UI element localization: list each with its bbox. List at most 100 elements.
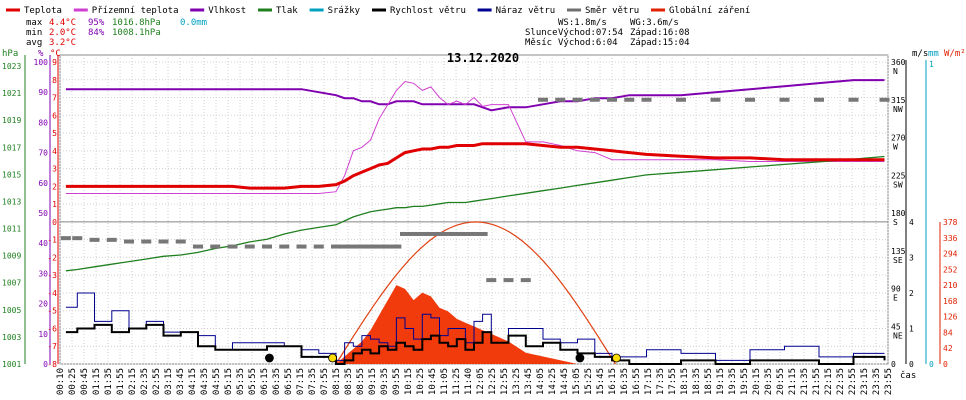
moonset-time: Západ:15:04 — [630, 38, 690, 48]
wind-direction-mark — [158, 239, 169, 244]
x-tick-label: 14:25 — [548, 368, 558, 395]
wind-direction-mark — [391, 244, 402, 249]
x-tick-label: 13:45 — [524, 368, 534, 395]
hpa-axis-title: hPa — [2, 49, 18, 59]
dir-tick-compass: SW — [893, 180, 903, 189]
hpa-tick-label: 1011 — [2, 225, 21, 234]
wind-direction-mark — [503, 278, 514, 283]
wind-direction-mark — [451, 231, 462, 236]
pct-tick-label: 50 — [38, 209, 48, 218]
x-tick-label: 21:35 — [800, 368, 810, 395]
wind-direction-mark — [89, 237, 100, 242]
mm-tick-label: 1 — [929, 60, 934, 69]
wm-tick-label: 42 — [943, 344, 953, 353]
wind-direction-mark — [279, 244, 290, 249]
dir-tick-label: 180 — [891, 209, 906, 218]
temp-tick-label: -1 — [47, 236, 57, 245]
dir-tick-label: 225 — [891, 171, 906, 180]
dir-tick-compass: S — [893, 218, 898, 227]
time-axis-title: čas — [900, 370, 916, 381]
wind-direction-mark — [555, 97, 566, 102]
x-tick-label: 16:55 — [632, 368, 642, 395]
x-tick-label: 10:45 — [428, 368, 438, 395]
x-tick-label: 09:55 — [392, 368, 402, 395]
x-tick-label: 03:45 — [176, 368, 186, 395]
dir-tick-compass: W — [893, 143, 898, 152]
dir-tick-label: 90 — [891, 285, 901, 294]
x-tick-label: 06:35 — [272, 368, 282, 395]
wind-direction-mark — [124, 239, 134, 244]
pct-tick-label: 70 — [38, 149, 48, 158]
wind-direction-mark — [607, 97, 617, 102]
x-tick-label: 05:15 — [224, 368, 234, 395]
x-tick-label: 19:35 — [728, 368, 738, 395]
x-tick-label: 13:25 — [512, 368, 522, 395]
temp-tick-label: 9 — [52, 58, 57, 67]
pressure-line — [65, 155, 885, 272]
dir-tick-label: 270 — [891, 134, 906, 143]
dir-tick-label: 360 — [891, 58, 906, 67]
wind-direction-mark — [460, 231, 471, 236]
pct-tick-label: 30 — [38, 269, 48, 278]
x-tick-label: 12:55 — [500, 368, 510, 395]
wind-direction-mark — [486, 278, 497, 283]
temp-tick-label: -5 — [47, 307, 57, 316]
hpa-tick-label: 1007 — [2, 279, 21, 288]
temp-tick-label: -3 — [47, 271, 57, 280]
temp-tick-label: 5 — [52, 129, 57, 138]
wind-direction-mark — [106, 237, 117, 242]
plot-frame — [59, 54, 889, 365]
x-tick-label: 12:25 — [488, 368, 498, 395]
x-tick-label: 17:15 — [644, 368, 654, 395]
temp-tick-label: 2 — [52, 182, 57, 191]
ground-temperature-line — [65, 80, 885, 194]
ms-axis-title: m/s — [912, 49, 928, 59]
wind-direction-mark — [520, 278, 531, 283]
temp-tick-label: -7 — [47, 342, 57, 351]
stats-rain: 0.0mm — [180, 18, 207, 28]
pct-axis-title: % — [38, 49, 44, 59]
temperature-line — [65, 142, 885, 190]
x-tick-label: 03:15 — [164, 368, 174, 395]
x-tick-label: 08:55 — [356, 368, 366, 395]
legend-label: Náraz větru — [496, 6, 556, 16]
x-tick-label: 18:35 — [692, 368, 702, 395]
header: Teplota Přízemní teplota Vlhkost Tlak Srážky… — [6, 6, 750, 65]
x-tick-label: 01:55 — [116, 368, 126, 395]
wind-direction-mark — [676, 97, 686, 102]
wm-tick-label: 84 — [943, 328, 953, 337]
radiation-area — [65, 285, 885, 364]
x-tick-label: 11:05 — [440, 368, 450, 395]
wind-direction-mark — [745, 97, 755, 102]
ms-tick-label: 3 — [909, 254, 914, 263]
temp-tick-label: 0 — [52, 218, 57, 227]
x-tick-label: 06:15 — [260, 368, 270, 395]
legend-label: Přízemní teplota — [92, 6, 179, 16]
mm-tick-label: 0 — [929, 360, 934, 369]
wind-direction-mark — [244, 244, 255, 249]
ms-tick-label: 4 — [909, 218, 914, 227]
wind-direction-mark — [477, 231, 488, 236]
dir-tick-compass: NW — [893, 105, 903, 114]
wind-direction-mark — [879, 97, 890, 102]
x-tick-label: 02:15 — [128, 368, 138, 395]
wm-tick-label: 252 — [943, 265, 958, 274]
wind-direction-mark — [365, 244, 376, 249]
stats-humidity: 95% — [88, 18, 105, 28]
wm-tick-label: 294 — [943, 250, 958, 259]
stats-row-label: min — [26, 28, 42, 38]
x-tick-label: 22:35 — [836, 368, 846, 395]
wm-tick-label: 126 — [943, 313, 958, 322]
x-tick-label: 10:25 — [416, 368, 426, 395]
x-tick-label: 01:15 — [92, 368, 102, 395]
x-tick-label: 11:25 — [452, 368, 462, 395]
dir-tick-label: 0 — [891, 360, 896, 369]
temp-tick-label: -4 — [47, 289, 57, 298]
wm-tick-label: 378 — [943, 218, 958, 227]
wind-direction-mark — [400, 231, 410, 236]
x-tick-label: 16:15 — [608, 368, 618, 395]
hpa-tick-label: 1015 — [2, 170, 21, 179]
wind-direction-mark — [624, 97, 635, 102]
hpa-tick-label: 1001 — [2, 360, 21, 369]
dir-tick-label: 45 — [891, 322, 901, 331]
